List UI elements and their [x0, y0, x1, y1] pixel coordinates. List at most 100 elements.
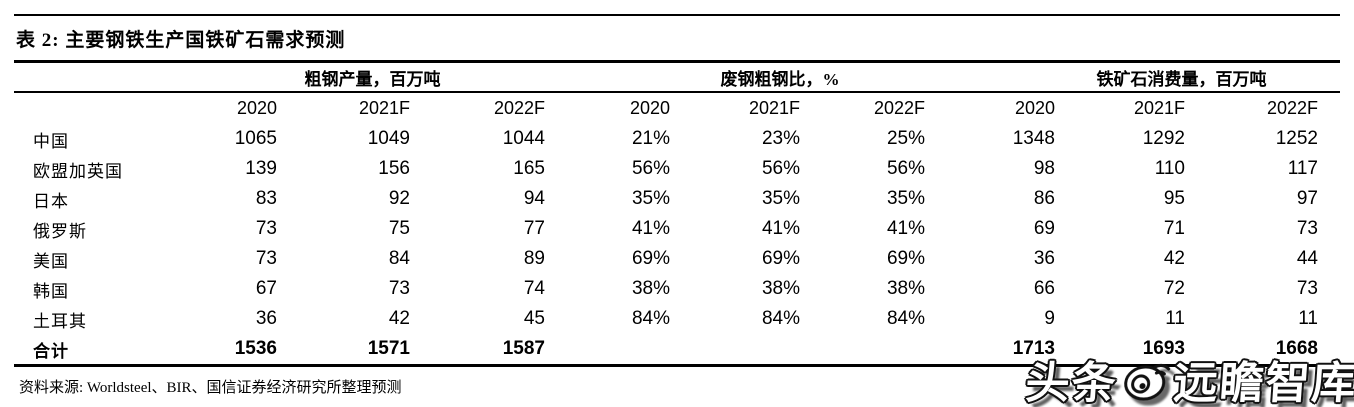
year-header: 2021F [358, 98, 410, 118]
row-label: 韩国 [33, 281, 69, 301]
cell-value: 42 [1163, 248, 1185, 269]
row-label: 土耳其 [33, 311, 87, 331]
cell-value: 71 [1163, 218, 1185, 239]
group-header-iron-ore: 铁矿石消费量，百万吨 [1096, 69, 1267, 89]
cell-value: 165 [513, 158, 545, 179]
year-header: 2021F [748, 98, 800, 118]
row-label: 美国 [33, 251, 69, 271]
table-row: 美国 73 84 89 69% 69% 69% 36 42 44 [14, 244, 1340, 274]
table-body: 中国 1065 1049 1044 21% 23% 25% 1348 1292 1252 欧盟加英国… [0, 124, 1354, 364]
cell-value: 67 [255, 278, 277, 299]
cell-value: 56% [886, 158, 925, 179]
cell-value: 9 [1044, 308, 1055, 329]
column-group-header-row: 粗钢产量，百万吨 废钢粗钢比，% 铁矿石消费量，百万吨 [14, 63, 1340, 91]
divider-bottom [14, 364, 1340, 367]
cell-value: 41% [761, 218, 800, 239]
cell-value: 25% [886, 128, 925, 149]
cell-value: 69% [886, 248, 925, 269]
cell-value: 72 [1163, 278, 1185, 299]
divider-under-title [14, 60, 1340, 63]
cell-value: 1348 [1012, 128, 1055, 149]
year-header: 2022F [493, 98, 545, 118]
table-row: 韩国 67 73 74 38% 38% 38% 66 72 73 [14, 274, 1340, 304]
cell-value: 84% [631, 308, 670, 329]
row-label: 欧盟加英国 [33, 161, 123, 181]
year-header: 2020 [1014, 98, 1055, 118]
cell-value: 69% [631, 248, 670, 269]
cell-value: 41% [886, 218, 925, 239]
table-row: 日本 83 92 94 35% 35% 35% 86 95 97 [14, 184, 1340, 214]
cell-value: 83 [255, 188, 277, 209]
table-row: 合计 1536 1571 1587 1713 1693 1668 [14, 334, 1340, 364]
cell-value: 74 [523, 278, 545, 299]
cell-value: 95 [1163, 188, 1185, 209]
cell-value: 139 [245, 158, 277, 179]
group-header-crude-steel: 粗钢产量，百万吨 [304, 69, 441, 89]
cell-value: 56% [631, 158, 670, 179]
cell-value: 56% [761, 158, 800, 179]
row-label: 中国 [33, 131, 69, 151]
cell-value: 35% [886, 188, 925, 209]
cell-value: 73 [255, 248, 277, 269]
cell-value: 38% [631, 278, 670, 299]
year-header: 2022F [1266, 98, 1318, 118]
cell-value: 1252 [1275, 128, 1318, 149]
cell-value: 69 [1033, 218, 1055, 239]
table-title: 表 2: 主要钢铁生产国铁矿石需求预测 [16, 29, 346, 51]
divider-top [14, 14, 1340, 16]
cell-value: 36 [255, 308, 277, 329]
cell-value: 77 [523, 218, 545, 239]
cell-value: 1587 [502, 338, 545, 359]
cell-value: 75 [388, 218, 410, 239]
row-label: 俄罗斯 [33, 221, 87, 241]
cell-value: 73 [1296, 218, 1318, 239]
cell-value: 89 [523, 248, 545, 269]
cell-value: 23% [761, 128, 800, 149]
cell-value: 1536 [234, 338, 277, 359]
cell-value: 98 [1033, 158, 1055, 179]
year-header: 2020 [629, 98, 670, 118]
row-label: 合计 [33, 341, 69, 361]
cell-value: 35% [761, 188, 800, 209]
cell-value: 35% [631, 188, 670, 209]
cell-value: 86 [1033, 188, 1055, 209]
cell-value: 73 [255, 218, 277, 239]
year-header-row: 2020 2021F 2022F 2020 2021F 2022F 2020 2021F 202… [14, 93, 1340, 124]
cell-value: 45 [523, 308, 545, 329]
cell-value: 73 [1296, 278, 1318, 299]
cell-value: 69% [761, 248, 800, 269]
cell-value: 1049 [367, 128, 410, 149]
year-header: 2021F [1133, 98, 1185, 118]
cell-value: 1713 [1012, 338, 1055, 359]
cell-value: 41% [631, 218, 670, 239]
cell-value: 73 [388, 278, 410, 299]
cell-value: 110 [1154, 158, 1185, 179]
cell-value: 11 [1298, 308, 1318, 329]
cell-value: 1571 [367, 338, 410, 359]
cell-value: 92 [388, 188, 410, 209]
cell-value: 117 [1287, 158, 1318, 179]
table-row: 俄罗斯 73 75 77 41% 41% 41% 69 71 73 [14, 214, 1340, 244]
cell-value: 156 [378, 158, 410, 179]
cell-value: 1693 [1142, 338, 1185, 359]
cell-value: 38% [761, 278, 800, 299]
source-text: 资料来源: Worldsteel、BIR、国信证券经济研究所整理预测 [19, 380, 402, 396]
cell-value: 21% [631, 128, 670, 149]
cell-value: 84% [886, 308, 925, 329]
cell-value: 94 [523, 188, 545, 209]
cell-value: 38% [886, 278, 925, 299]
cell-value: 97 [1296, 188, 1318, 209]
year-header: 2022F [873, 98, 925, 118]
cell-value: 11 [1165, 308, 1185, 329]
cell-value: 1044 [502, 128, 545, 149]
cell-value: 1668 [1275, 338, 1318, 359]
cell-value: 66 [1033, 278, 1055, 299]
row-label: 日本 [33, 191, 69, 211]
source-row: 资料来源: Worldsteel、BIR、国信证券经济研究所整理预测 [0, 367, 1354, 397]
year-header: 2020 [236, 98, 277, 118]
cell-value: 84% [761, 308, 800, 329]
cell-value: 42 [388, 308, 410, 329]
table-title-row: 表 2: 主要钢铁生产国铁矿石需求预测 [0, 16, 1354, 60]
cell-value: 1065 [234, 128, 277, 149]
